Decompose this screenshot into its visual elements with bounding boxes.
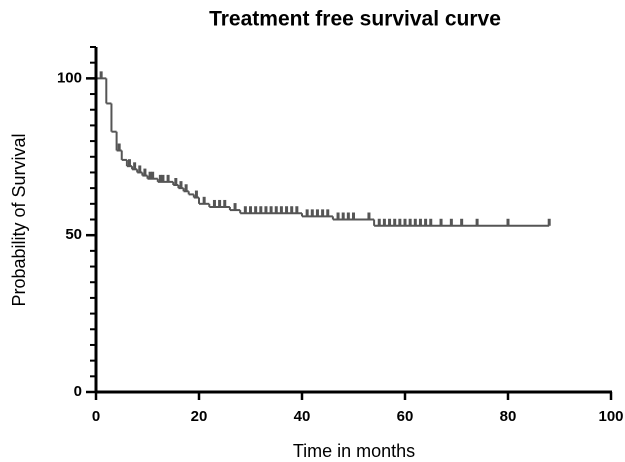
censor-mark <box>148 171 152 179</box>
censor-mark <box>305 209 309 217</box>
x-axis-label: Time in months <box>293 441 415 461</box>
censor-mark <box>506 218 510 226</box>
censor-mark <box>403 218 407 226</box>
censor-mark <box>393 218 397 226</box>
censor-mark <box>388 218 392 226</box>
censor-mark <box>398 218 402 226</box>
censor-mark <box>218 199 222 207</box>
censor-mark <box>259 206 263 214</box>
censor-mark <box>151 171 155 179</box>
censor-mark <box>274 206 278 214</box>
censor-mark <box>439 218 443 226</box>
y-tick-label: 0 <box>74 383 82 400</box>
censor-mark <box>382 218 386 226</box>
censor-mark <box>290 206 294 214</box>
censor-mark <box>233 203 237 211</box>
censor-mark <box>352 212 355 220</box>
censor-mark <box>341 212 345 220</box>
x-tick-label: 40 <box>294 408 311 425</box>
x-tick-label: 20 <box>191 408 208 425</box>
censor-mark <box>346 212 350 220</box>
censor-mark <box>212 199 216 207</box>
censor-mark <box>243 206 247 214</box>
censor-mark <box>418 218 422 226</box>
censor-mark <box>184 184 188 192</box>
censor-mark <box>408 218 412 226</box>
censor-mark <box>367 212 371 220</box>
censor-mark <box>336 212 340 220</box>
censor-mark <box>161 174 165 182</box>
censor-mark <box>99 71 103 79</box>
censor-mark <box>166 174 170 182</box>
y-tick-label: 100 <box>57 69 82 86</box>
x-tick-label: 80 <box>500 408 517 425</box>
censor-mark <box>295 206 299 214</box>
censor-mark <box>127 159 131 167</box>
x-tick-label: 0 <box>92 408 100 425</box>
censor-mark <box>174 178 178 185</box>
censor-mark <box>138 165 142 173</box>
censor-mark <box>315 209 319 217</box>
censor-mark <box>179 181 183 189</box>
censor-mark <box>285 206 289 214</box>
censor-mark <box>326 209 330 217</box>
y-tick-label: 50 <box>65 226 82 243</box>
censor-mark <box>547 218 551 226</box>
y-axis-label: Probability of Survival <box>9 133 29 306</box>
censor-mark <box>310 209 314 217</box>
censor-mark <box>158 174 162 182</box>
censor-mark <box>279 206 283 214</box>
censor-mark <box>269 206 273 214</box>
censor-mark <box>223 199 227 207</box>
censor-mark <box>202 196 206 204</box>
censor-mark <box>143 168 147 176</box>
censor-mark <box>194 190 198 198</box>
x-tick-label: 60 <box>397 408 414 425</box>
censor-mark <box>413 218 417 226</box>
censor-mark <box>475 218 479 226</box>
censor-mark <box>133 162 137 170</box>
censor-mark <box>321 209 325 217</box>
chart-title: Treatment free survival curve <box>209 8 501 31</box>
censor-mark <box>249 206 252 214</box>
x-tick-label: 100 <box>598 408 623 425</box>
censor-mark <box>429 218 433 226</box>
censor-mark <box>449 218 453 226</box>
censor-mark <box>424 218 428 226</box>
censor-mark <box>460 218 464 226</box>
censor-mark <box>264 206 268 214</box>
censor-mark <box>117 143 121 151</box>
censor-mark <box>254 206 258 214</box>
censor-mark <box>377 218 381 226</box>
